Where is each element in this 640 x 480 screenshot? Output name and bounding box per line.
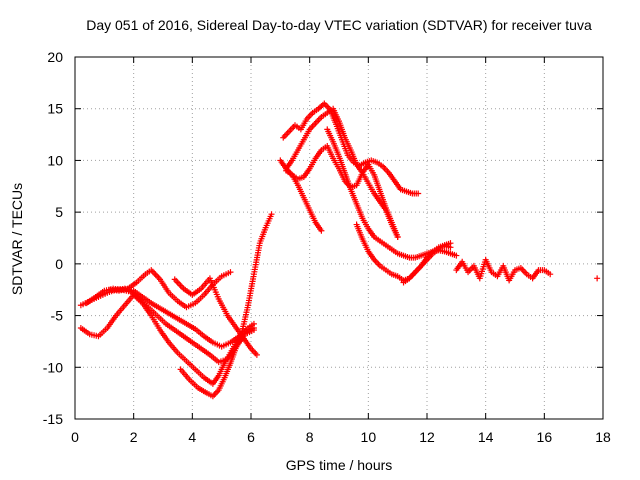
data-point	[594, 275, 601, 282]
data-point	[250, 324, 257, 331]
data-points	[77, 100, 601, 400]
grid-lines	[75, 57, 603, 419]
data-point	[253, 351, 260, 358]
x-tick-label: 0	[71, 429, 79, 445]
data-point	[415, 190, 422, 197]
x-tick-label: 2	[130, 429, 138, 445]
x-tick-label: 14	[478, 429, 494, 445]
y-tick-label: 15	[47, 101, 63, 117]
y-tick-label: 0	[55, 256, 63, 272]
chart-title: Day 051 of 2016, Sidereal Day-to-day VTE…	[86, 17, 592, 33]
data-point	[447, 240, 454, 247]
data-point	[547, 271, 554, 278]
x-axis-label: GPS time / hours	[286, 457, 393, 473]
y-axis-label: SDTVAR / TECUs	[9, 183, 25, 295]
data-point	[227, 269, 234, 276]
axis-ticks: 0 2 4 6 8 10 12 14 16 18 -15 -10 -5 0 5 10 15 20	[43, 49, 611, 445]
y-tick-label: 5	[55, 204, 63, 220]
y-tick-label: -5	[51, 308, 64, 324]
x-tick-label: 8	[306, 429, 314, 445]
y-tick-label: -10	[43, 359, 63, 375]
x-tick-label: 12	[419, 429, 435, 445]
plot-frame	[74, 56, 604, 420]
x-tick-label: 16	[537, 429, 553, 445]
y-tick-label: 20	[47, 49, 63, 65]
x-tick-label: 18	[595, 429, 611, 445]
x-tick-label: 4	[188, 429, 196, 445]
data-point	[268, 211, 275, 218]
data-point	[394, 233, 401, 240]
y-tick-label: 10	[47, 152, 63, 168]
x-tick-label: 6	[247, 429, 255, 445]
data-point	[453, 252, 460, 259]
x-tick-label: 10	[361, 429, 377, 445]
y-tick-label: -15	[43, 411, 63, 427]
data-point	[318, 227, 325, 234]
